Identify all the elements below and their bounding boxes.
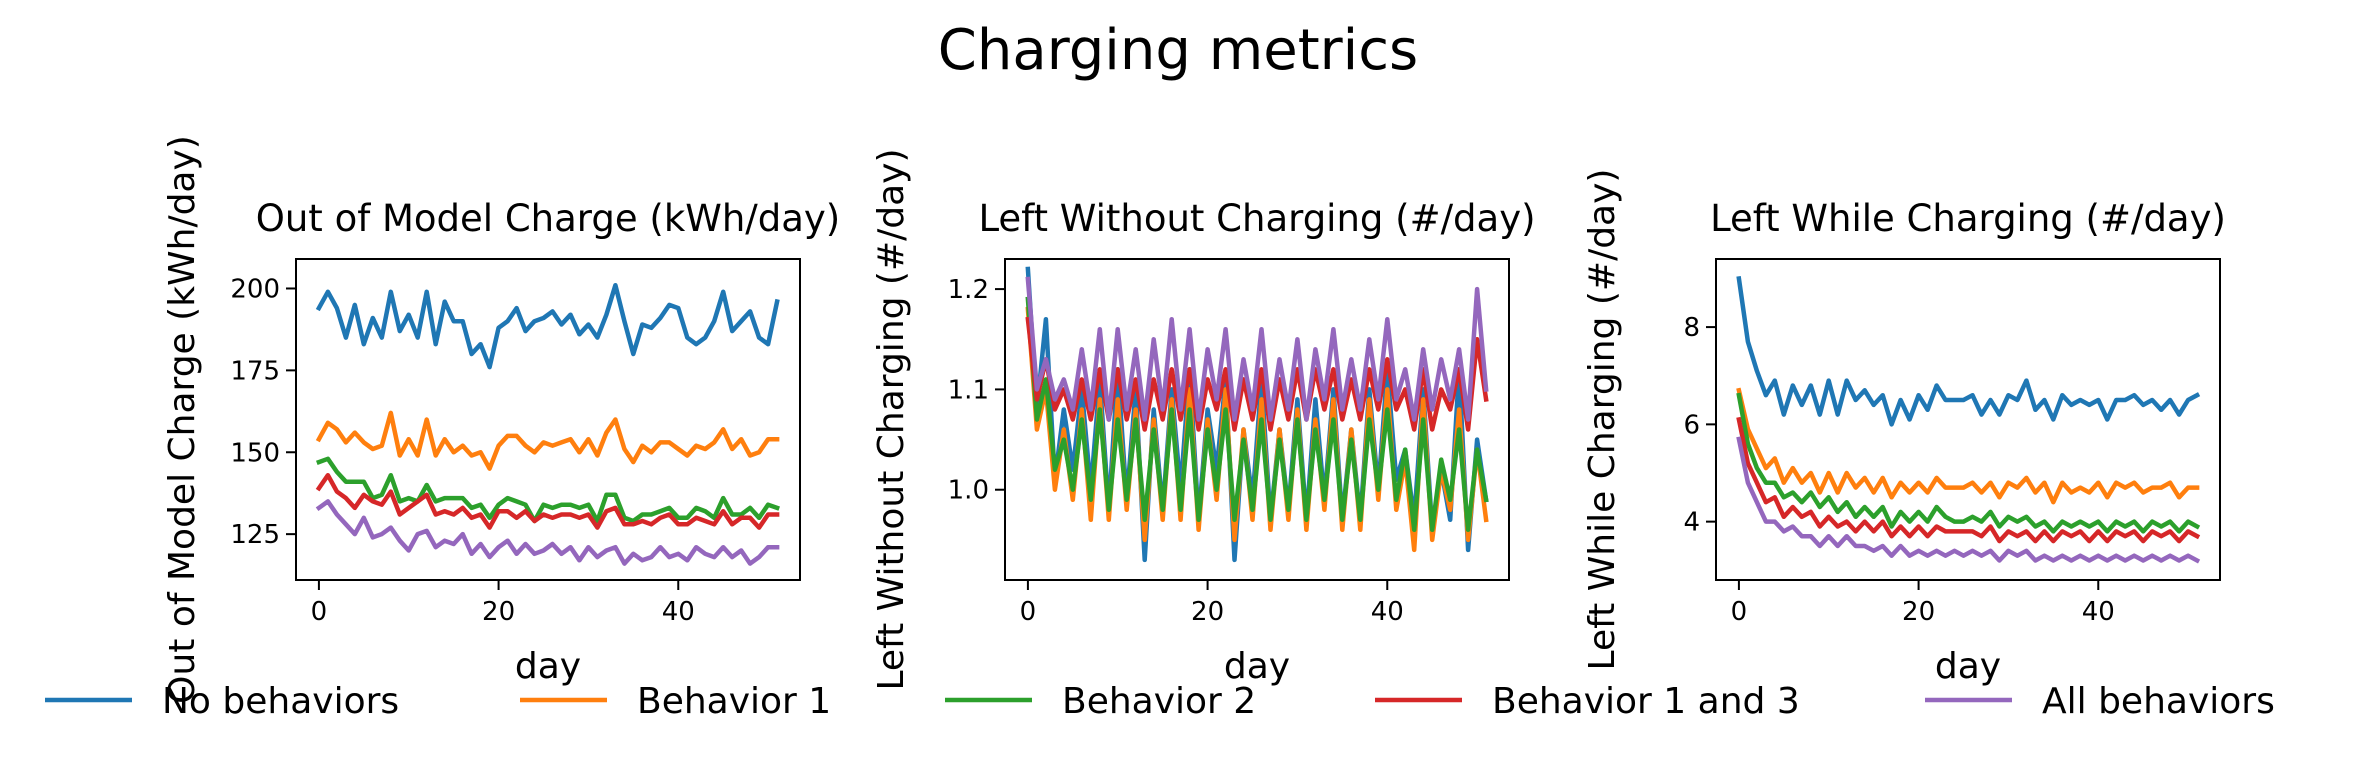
legend-label-4: Behavior 1 and 3 bbox=[1492, 681, 1800, 722]
x-tick-label: 20 bbox=[482, 597, 515, 627]
panel-title: Left While Charging (#/day) bbox=[1710, 197, 2226, 240]
legend-label-2: Behavior 1 bbox=[637, 681, 831, 722]
plot-frame bbox=[1715, 258, 2221, 581]
figure-title: Charging metrics bbox=[938, 18, 1418, 83]
x-tick-label: 0 bbox=[1731, 597, 1748, 627]
plot-frame bbox=[1004, 258, 1510, 581]
chart-panel-2: 0 20 40 1.0 1.1 1.2 Left Without Charging (#/d… bbox=[871, 148, 1536, 690]
series-line-2 bbox=[1736, 387, 2200, 505]
series-line-4 bbox=[315, 472, 780, 530]
y-tick-label: 1.1 bbox=[948, 375, 989, 405]
y-tick-label: 1.0 bbox=[948, 476, 989, 506]
series-line-5 bbox=[1025, 276, 1489, 422]
y-tick-label: 8 bbox=[1683, 313, 1700, 343]
x-axis-label: day bbox=[515, 646, 581, 687]
y-tick-label: 200 bbox=[230, 274, 280, 304]
y-tick-label: 1.2 bbox=[948, 275, 989, 305]
x-tick-label: 20 bbox=[1902, 597, 1935, 627]
series-line-5 bbox=[315, 499, 780, 566]
series-line-5 bbox=[1736, 436, 2201, 564]
y-axis-label: Out of Model Charge (kWh/day) bbox=[162, 135, 203, 704]
chart-panel-1: 0 20 40 125 150 175 200 Out of Model Charge (kW… bbox=[162, 135, 840, 704]
x-tick-label: 0 bbox=[311, 597, 328, 627]
x-axis-label: day bbox=[1224, 646, 1290, 687]
y-axis-label: Left Without Charging (#/day) bbox=[871, 148, 912, 690]
x-tick-label: 40 bbox=[1371, 597, 1404, 627]
y-tick-label: 150 bbox=[230, 438, 280, 468]
y-axis-label: Left While Charging (#/day) bbox=[1582, 169, 1623, 671]
legend-label-1: No behaviors bbox=[162, 681, 399, 722]
legend: No behaviors Behavior 1 Behavior 2 Behavior… bbox=[45, 681, 2275, 722]
legend-label-3: Behavior 2 bbox=[1062, 681, 1256, 722]
chart-panel-3: 0 20 40 4 6 8 Left While Charging (#/day) day Le… bbox=[1582, 169, 2226, 687]
y-tick-label: 125 bbox=[230, 520, 280, 550]
series-line-3 bbox=[1025, 296, 1489, 533]
x-tick-label: 20 bbox=[1191, 597, 1224, 627]
series-line-1 bbox=[315, 282, 780, 370]
series-line-1 bbox=[1736, 275, 2201, 427]
legend-label-5: All behaviors bbox=[2042, 681, 2275, 722]
y-tick-label: 6 bbox=[1683, 410, 1700, 440]
x-tick-label: 0 bbox=[1020, 597, 1037, 627]
series-line-4 bbox=[1736, 416, 2201, 544]
panel-title: Out of Model Charge (kWh/day) bbox=[256, 197, 841, 240]
x-tick-label: 40 bbox=[662, 597, 695, 627]
series-line-2 bbox=[315, 410, 780, 471]
plot-frame bbox=[295, 258, 801, 581]
y-tick-label: 175 bbox=[230, 356, 280, 386]
series-line-3 bbox=[316, 456, 780, 524]
y-tick-label: 4 bbox=[1683, 508, 1700, 538]
x-tick-label: 40 bbox=[2082, 597, 2115, 627]
x-axis-label: day bbox=[1935, 646, 2001, 687]
series-line-3 bbox=[1736, 392, 2201, 534]
panel-title: Left Without Charging (#/day) bbox=[978, 197, 1535, 240]
